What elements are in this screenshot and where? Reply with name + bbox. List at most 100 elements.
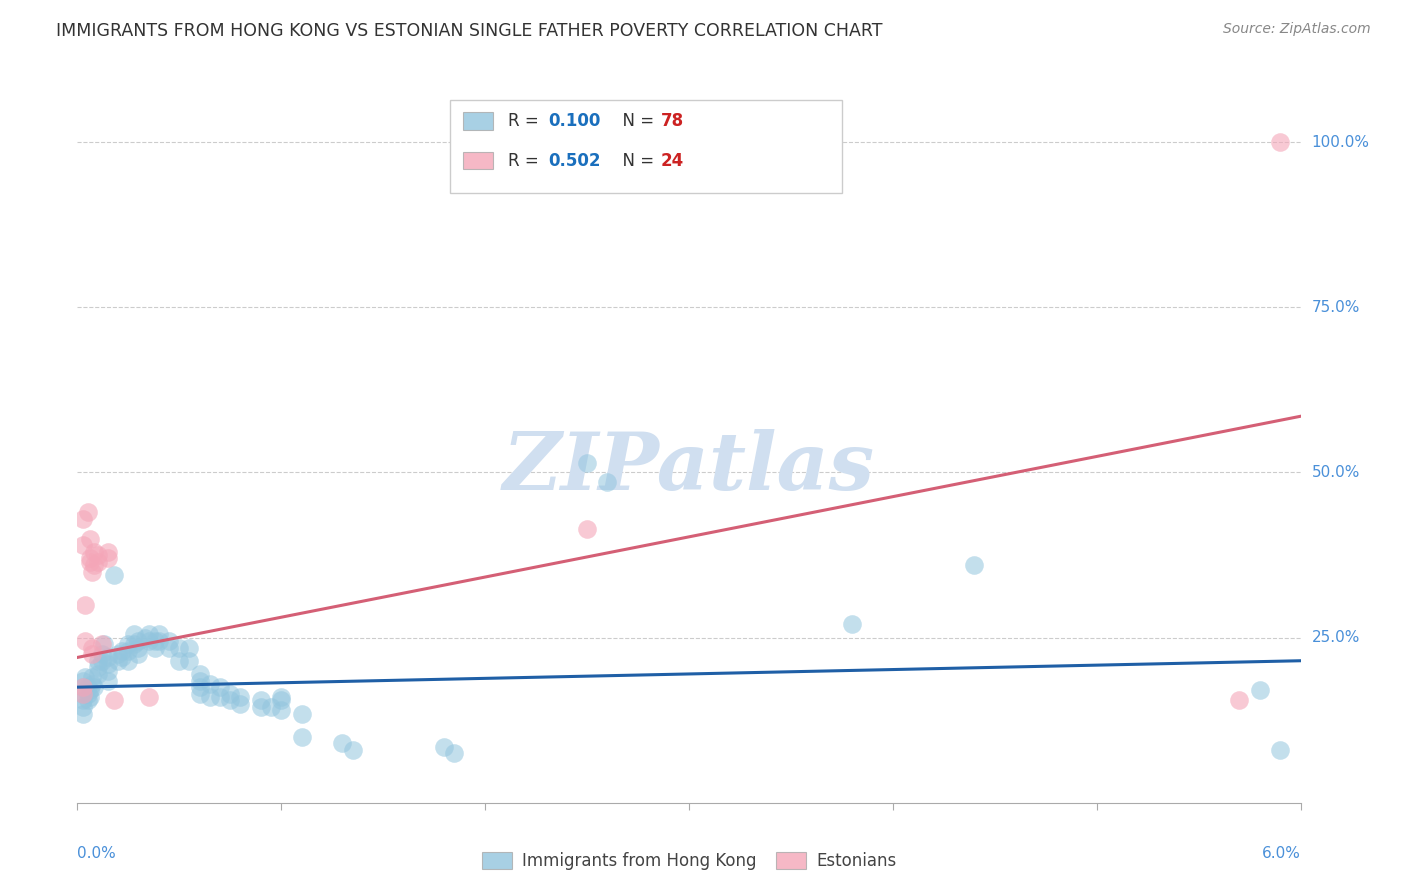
Point <box>576 522 599 536</box>
Point <box>198 690 221 704</box>
Point <box>79 551 101 566</box>
Point <box>134 631 156 645</box>
Point <box>76 505 98 519</box>
Point <box>75 598 97 612</box>
Point <box>1270 135 1292 149</box>
Point <box>433 739 456 754</box>
FancyBboxPatch shape <box>463 152 494 169</box>
Text: 6.0%: 6.0% <box>1261 846 1301 861</box>
Point <box>124 627 146 641</box>
Point <box>332 736 354 750</box>
Text: 100.0%: 100.0% <box>1312 135 1369 150</box>
Point <box>128 640 150 655</box>
Point <box>188 680 211 694</box>
Point <box>83 558 105 572</box>
Point <box>138 690 160 704</box>
Text: R =: R = <box>508 112 544 130</box>
Point <box>342 743 364 757</box>
Point <box>250 700 273 714</box>
Point <box>87 667 110 681</box>
Point <box>117 654 139 668</box>
Point <box>83 680 105 694</box>
Point <box>79 683 101 698</box>
Point <box>188 667 211 681</box>
Point <box>72 673 94 688</box>
Point <box>179 640 201 655</box>
Point <box>80 670 103 684</box>
Point <box>87 555 110 569</box>
Point <box>128 647 150 661</box>
Point <box>87 548 110 562</box>
Point <box>72 680 94 694</box>
Point <box>148 627 170 641</box>
Point <box>103 567 125 582</box>
Point <box>72 538 94 552</box>
Point <box>138 634 160 648</box>
Point <box>72 687 94 701</box>
Text: 78: 78 <box>661 112 683 130</box>
Point <box>148 634 170 648</box>
Point <box>169 640 191 655</box>
Point <box>90 654 112 668</box>
Text: 0.502: 0.502 <box>548 152 600 169</box>
Point <box>124 637 146 651</box>
Point <box>443 746 465 760</box>
Point <box>90 637 112 651</box>
Point <box>1229 693 1251 707</box>
Point <box>75 670 97 684</box>
Text: IMMIGRANTS FROM HONG KONG VS ESTONIAN SINGLE FATHER POVERTY CORRELATION CHART: IMMIGRANTS FROM HONG KONG VS ESTONIAN SI… <box>56 22 883 40</box>
Point <box>291 730 314 744</box>
Point <box>80 565 103 579</box>
Point <box>97 673 120 688</box>
Point <box>169 654 191 668</box>
FancyBboxPatch shape <box>450 100 842 193</box>
Point <box>90 647 112 661</box>
Text: 50.0%: 50.0% <box>1312 465 1360 480</box>
Point <box>1249 683 1271 698</box>
Point <box>80 640 103 655</box>
Point <box>80 677 103 691</box>
Point <box>72 687 94 701</box>
Point <box>72 700 94 714</box>
Point <box>87 654 110 668</box>
Point <box>963 558 986 572</box>
Point <box>103 693 125 707</box>
Point <box>576 456 599 470</box>
Point <box>72 693 94 707</box>
Point <box>80 647 103 661</box>
Point <box>143 640 166 655</box>
Point <box>229 697 252 711</box>
Text: R =: R = <box>508 152 544 169</box>
Point <box>219 687 242 701</box>
Point <box>97 650 120 665</box>
Text: N =: N = <box>612 152 659 169</box>
Text: 24: 24 <box>661 152 685 169</box>
Text: N =: N = <box>612 112 659 130</box>
Point <box>111 650 134 665</box>
Text: Source: ZipAtlas.com: Source: ZipAtlas.com <box>1223 22 1371 37</box>
Point <box>111 644 134 658</box>
Point <box>97 664 120 678</box>
Point <box>97 545 120 559</box>
Point <box>179 654 201 668</box>
Point <box>76 693 98 707</box>
Point <box>270 693 292 707</box>
Point <box>79 532 101 546</box>
Point <box>209 680 232 694</box>
Point <box>97 657 120 671</box>
Text: 25.0%: 25.0% <box>1312 630 1360 645</box>
Point <box>97 551 120 566</box>
Point <box>83 545 105 559</box>
Point <box>143 634 166 648</box>
Point <box>157 640 180 655</box>
Text: 0.100: 0.100 <box>548 112 600 130</box>
Point <box>1270 743 1292 757</box>
Point <box>117 637 139 651</box>
Point <box>291 706 314 721</box>
Point <box>270 690 292 704</box>
Point <box>87 660 110 674</box>
Point <box>219 693 242 707</box>
Point <box>138 627 160 641</box>
Legend: Immigrants from Hong Kong, Estonians: Immigrants from Hong Kong, Estonians <box>475 845 903 877</box>
Point <box>198 677 221 691</box>
